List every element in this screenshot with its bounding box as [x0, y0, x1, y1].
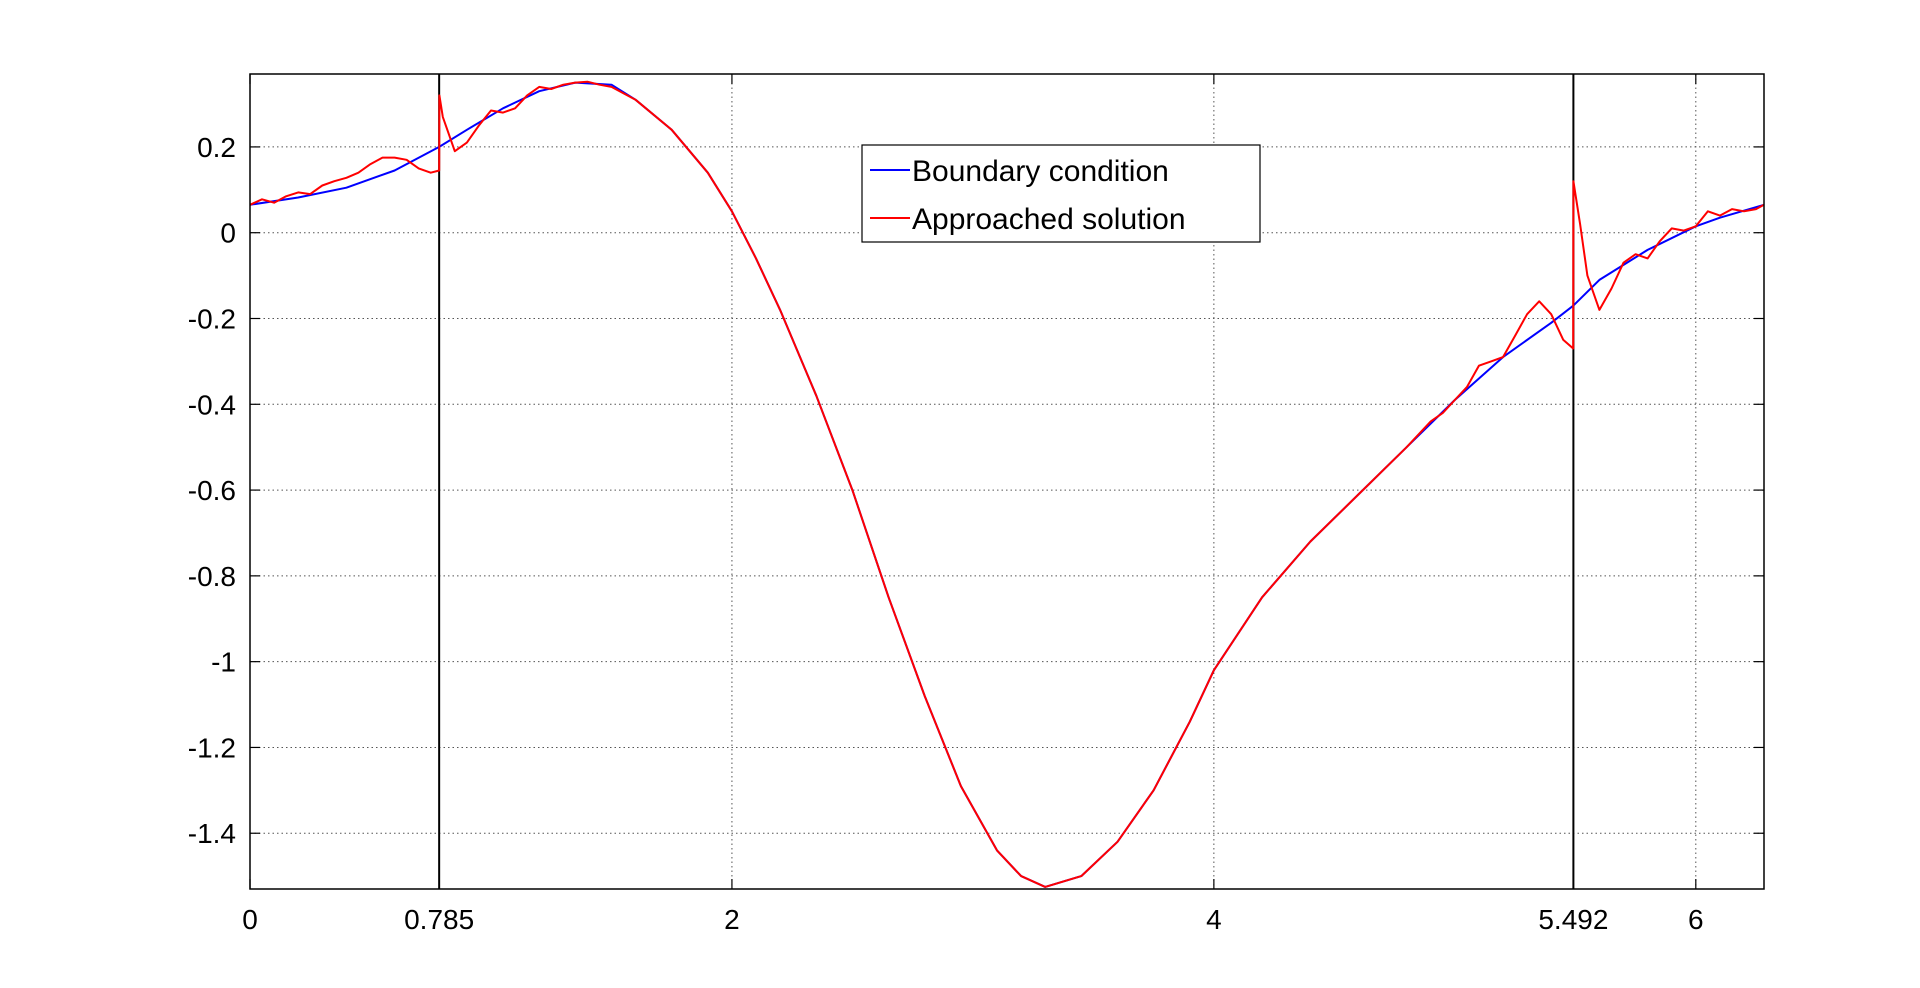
- tick-labels: 0 0.785 2 4 5.492 6 0.2 0 -0.2 -0.4 -0.6 -0.8 -1 -1.2…: [188, 132, 1704, 935]
- x-tick-label: 4: [1206, 904, 1222, 935]
- plot-frame: [249, 73, 1765, 890]
- y-tick-label: -0.8: [188, 561, 236, 592]
- legend-label-boundary: Boundary condition: [912, 155, 1169, 188]
- y-tick-label: -1.2: [188, 732, 236, 763]
- x-tick-label: 0: [242, 904, 258, 935]
- series-lines: [249, 80, 1765, 888]
- x-tick-label: 0.785: [404, 904, 474, 935]
- legend: Boundary condition Approached solution: [861, 144, 1261, 243]
- ticks: [249, 74, 1764, 889]
- x-tick-label: 2: [724, 904, 740, 935]
- y-tick-label: -0.2: [188, 304, 236, 335]
- y-tick-label: -1: [211, 647, 236, 678]
- y-tick-label: -0.4: [188, 389, 236, 420]
- y-tick-label: -0.6: [188, 475, 236, 506]
- legend-box: [861, 144, 1261, 243]
- x-tick-label: 5.492: [1538, 904, 1608, 935]
- series-line-approached-solution: [249, 80, 1765, 888]
- x-tick-label: 6: [1688, 904, 1704, 935]
- y-tick-label: -1.4: [188, 818, 236, 849]
- y-tick-label: 0.2: [197, 132, 236, 163]
- legend-label-approached: Approached solution: [912, 203, 1186, 236]
- y-tick-label: 0: [220, 218, 236, 249]
